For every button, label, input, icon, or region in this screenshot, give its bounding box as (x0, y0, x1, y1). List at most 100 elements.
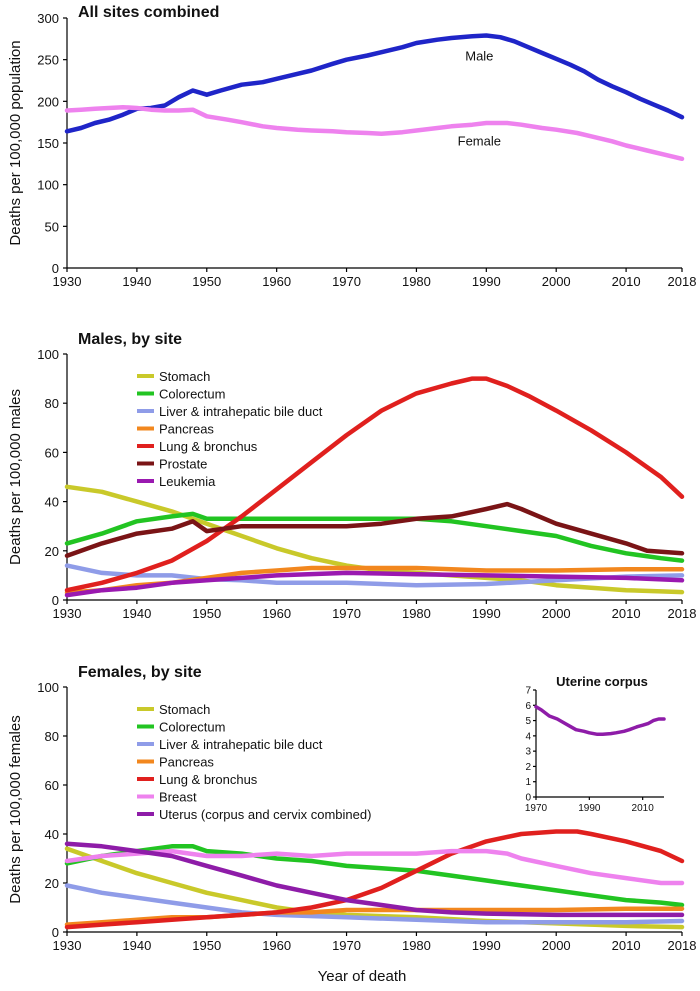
y-tick-label: 60 (45, 445, 59, 460)
series-line-male (64, 33, 685, 134)
x-tick-label: 1950 (192, 274, 221, 289)
legend: Stomach Colorectum Liver & intrahepatic bi… (137, 369, 323, 489)
x-tick-label: 1930 (53, 938, 82, 953)
panel-1: 0 50 100 150 200 250 300 1930 1940 1950 1960 1970 19… (7, 4, 696, 289)
x-tick-label: 2000 (542, 606, 571, 621)
inset-x-tick-label: 2010 (632, 803, 655, 814)
y-tick-label: 0 (52, 593, 59, 608)
series-line-breast (64, 848, 685, 886)
x-tick-label: 1960 (262, 606, 291, 621)
y-tick-label: 100 (37, 680, 59, 695)
legend: Stomach Colorectum Liver & intrahepatic bi… (137, 702, 371, 822)
x-tick-label: 2010 (612, 606, 641, 621)
panel-title: Females, by site (78, 664, 202, 681)
x-tick-label: 1970 (332, 938, 361, 953)
legend-label: Colorectum (159, 720, 225, 735)
y-tick-label: 40 (45, 827, 59, 842)
x-tick-label: 1960 (262, 274, 291, 289)
series-line-female (64, 104, 685, 162)
x-tick-label: 1990 (472, 274, 501, 289)
legend-label: Pancreas (159, 755, 214, 770)
y-axis-label: Deaths per 100,000 females (7, 715, 24, 903)
y-tick-label: 80 (45, 396, 59, 411)
series-line-stomach (64, 484, 685, 595)
legend-label: Stomach (159, 702, 210, 717)
panel-title: Males, by site (78, 331, 182, 348)
inset-series-line (534, 705, 666, 737)
inset-chart: 0 1 2 3 4 5 6 7 1970 1990 2010 Uterine corpus (525, 674, 666, 814)
panel-2: 0 20 40 60 80 100 1930 1940 1950 1960 1970 1980 1990… (7, 331, 696, 621)
series-line-colorectum (64, 844, 685, 908)
inset-y-tick-label: 2 (525, 762, 531, 773)
x-tick-label: 1950 (192, 938, 221, 953)
legend-label: Breast (159, 790, 197, 805)
y-tick-label: 100 (37, 347, 59, 362)
y-tick-label: 100 (37, 178, 59, 193)
inset-y-tick-label: 5 (525, 716, 531, 727)
series-line-colorectum (64, 511, 685, 563)
legend-label: Liver & intrahepatic bile duct (159, 404, 323, 419)
y-tick-label: 40 (45, 495, 59, 510)
x-tick-label: 1950 (192, 606, 221, 621)
series-line-leukemia (64, 570, 685, 598)
x-tick-label: 2000 (542, 274, 571, 289)
x-tick-label: 1980 (402, 274, 431, 289)
inset-y-tick-label: 1 (525, 777, 531, 788)
y-tick-label: 0 (52, 925, 59, 940)
y-tick-label: 20 (45, 544, 59, 559)
x-tick-label: 2018 (668, 938, 697, 953)
inset-title: Uterine corpus (556, 674, 648, 689)
series-line-lung-bronchus (64, 829, 685, 930)
x-tick-label: 1990 (472, 938, 501, 953)
y-tick-label: 300 (37, 11, 59, 26)
y-tick-label: 20 (45, 876, 59, 891)
y-tick-label: 60 (45, 778, 59, 793)
y-axis-label: Deaths per 100,000 males (7, 389, 24, 565)
panel-title: All sites combined (78, 4, 219, 21)
x-tick-label: 1970 (332, 274, 361, 289)
annotation-label: Male (465, 49, 493, 64)
legend-label: Liver & intrahepatic bile duct (159, 737, 323, 752)
x-tick-label: 1940 (122, 938, 151, 953)
x-tick-label: 1990 (472, 606, 501, 621)
series-line-lung-bronchus (64, 376, 685, 593)
legend-label: Lung & bronchus (159, 772, 258, 787)
inset-y-tick-label: 0 (525, 793, 531, 804)
inset-x-tick-label: 1990 (578, 803, 601, 814)
y-tick-label: 150 (37, 136, 59, 151)
series-line-liver-intrahepatic-bile-duct (64, 883, 685, 925)
series-line-pancreas (64, 906, 685, 927)
x-tick-label: 2018 (668, 274, 697, 289)
x-tick-label: 2018 (668, 606, 697, 621)
x-tick-label: 1940 (122, 274, 151, 289)
x-tick-label: 1930 (53, 274, 82, 289)
legend-label: Uterus (corpus and cervix combined) (159, 807, 371, 822)
y-tick-label: 50 (45, 219, 59, 234)
x-tick-label: 2000 (542, 938, 571, 953)
inset-y-tick-label: 3 (525, 747, 531, 758)
x-tick-label: 1940 (122, 606, 151, 621)
x-tick-label: 1930 (53, 606, 82, 621)
series-line-liver-intrahepatic-bile-duct (64, 563, 685, 588)
y-axis-label: Deaths per 100,000 population (7, 40, 24, 245)
inset-y-tick-label: 4 (525, 731, 531, 742)
series-line-uterus-corpus-and-cervix-combined- (64, 841, 685, 918)
series-line-prostate (64, 501, 685, 558)
legend-label: Leukemia (159, 474, 216, 489)
annotation-label: Female (458, 134, 501, 149)
legend-label: Colorectum (159, 387, 225, 402)
inset-y-tick-label: 6 (525, 701, 531, 712)
x-tick-label: 1970 (332, 606, 361, 621)
y-tick-label: 80 (45, 729, 59, 744)
legend-label: Pancreas (159, 422, 214, 437)
x-tick-label: 1960 (262, 938, 291, 953)
inset-y-tick-label: 7 (525, 686, 531, 697)
legend-label: Lung & bronchus (159, 439, 258, 454)
x-tick-label: 2010 (612, 938, 641, 953)
y-tick-label: 200 (37, 94, 59, 109)
x-tick-label: 1980 (402, 938, 431, 953)
inset-x-tick-label: 1970 (525, 803, 548, 814)
y-tick-label: 250 (37, 53, 59, 68)
